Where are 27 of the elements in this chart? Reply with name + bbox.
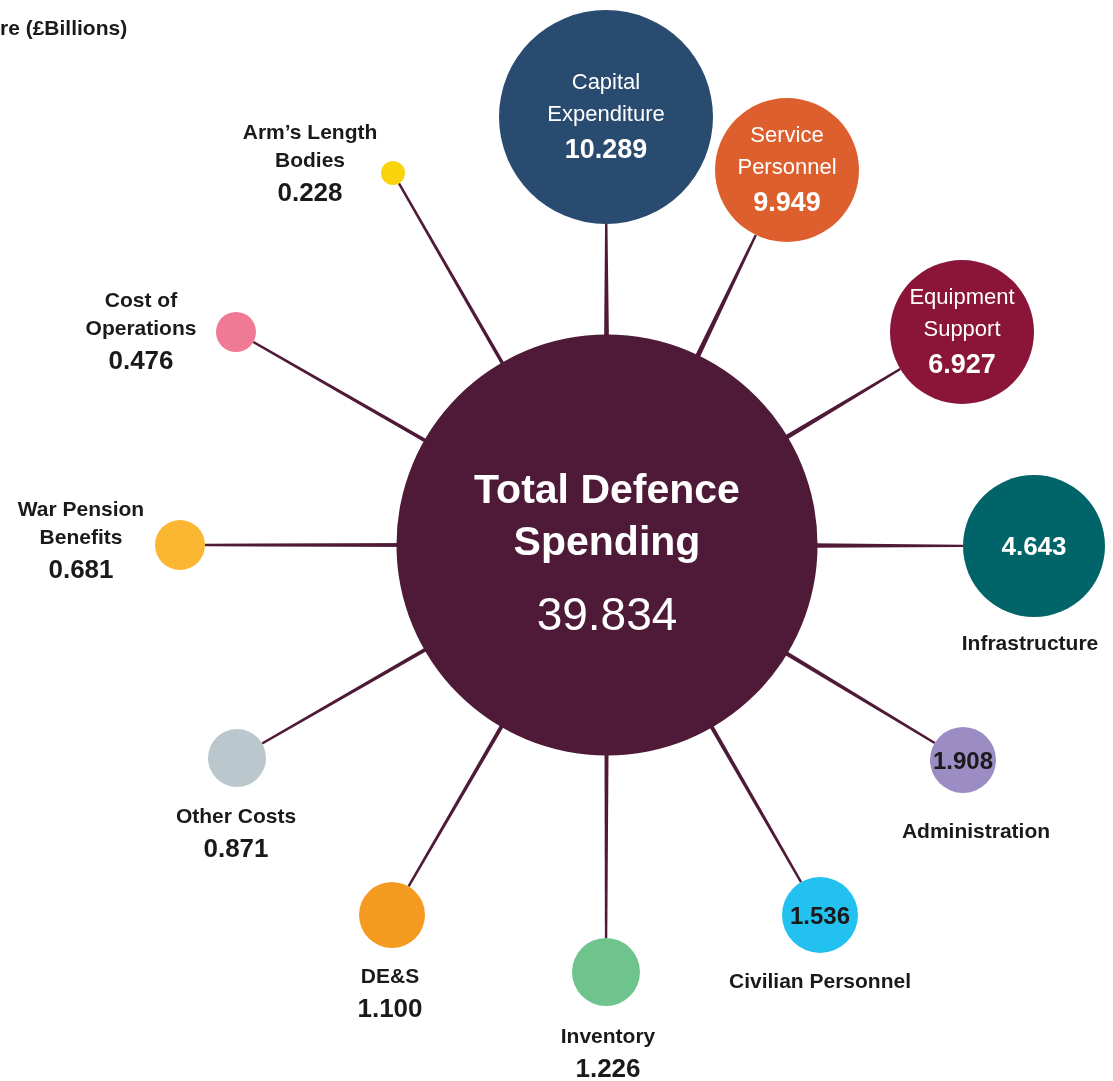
category-label: Equipment Support [909, 284, 1015, 341]
category-label: Other Costs [175, 804, 297, 827]
category-label: Infrastructure [961, 631, 1099, 654]
data-label: 0.228 [277, 177, 343, 207]
data-label: 10.289 [564, 134, 648, 164]
text: re (£Billions) [0, 16, 128, 39]
category-label: Civilian Personnel [728, 969, 912, 992]
category-label: Inventory [560, 1024, 656, 1047]
category-label: DE&S [360, 964, 420, 987]
data-label: 0.476 [108, 345, 174, 375]
category-label: Arm’s Length Bodies [242, 120, 378, 171]
data-label: 1.908 [932, 747, 994, 774]
category-label: Total Defence Spending [474, 466, 740, 564]
data-label: 4.643 [1001, 531, 1067, 561]
category-label: Cost of Operations [85, 288, 197, 339]
category-label: Service Personnel [737, 122, 837, 179]
data-label: 1.536 [789, 902, 851, 929]
category-label: War Pension Benefits [17, 497, 145, 548]
data-label: 0.871 [203, 833, 269, 863]
data-label: 39.834 [536, 588, 678, 640]
data-label: 1.226 [575, 1053, 641, 1081]
category-label: Administration [901, 819, 1051, 842]
data-label: 1.100 [357, 993, 423, 1023]
data-label: 9.949 [753, 187, 821, 217]
data-label: 6.927 [928, 349, 996, 379]
category-label: Capital Expenditure [547, 69, 665, 126]
data-label: 0.681 [48, 554, 114, 584]
